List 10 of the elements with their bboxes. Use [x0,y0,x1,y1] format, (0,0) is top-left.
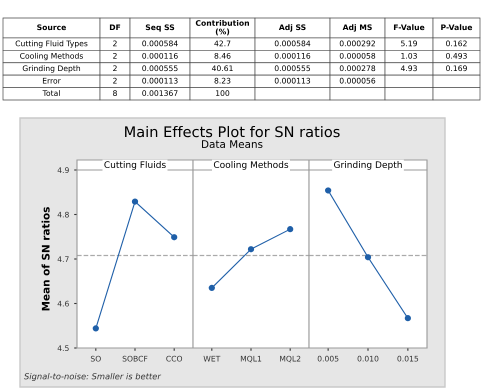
text: Data Means [202,140,262,148]
point [132,198,138,205]
y-axis-title: Mean of SN ratios [42,207,50,310]
text: Signal-to-noise: Smaller is better [24,372,162,382]
text: Main Effects Plot for SN ratios [125,126,340,138]
chart-title: Cooling Methods [214,161,288,170]
point [92,325,99,332]
chart-title: Grinding Depth [334,161,402,170]
point [171,234,178,240]
chart-title: Cutting Fluids [104,161,166,170]
